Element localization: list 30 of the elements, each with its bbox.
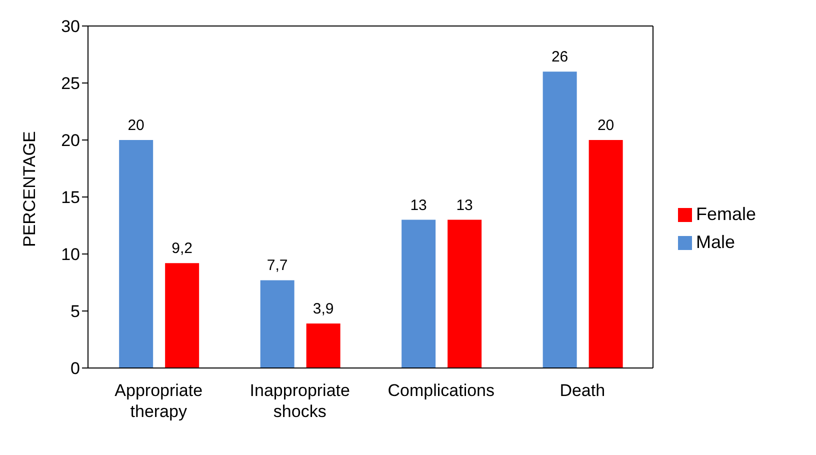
bar <box>260 280 294 368</box>
y-tick-label: 15 <box>61 188 80 208</box>
y-tick-label: 20 <box>61 131 80 150</box>
data-label: 13 <box>456 196 473 214</box>
legend-label: Female <box>696 204 756 224</box>
x-tick-label: Complications <box>388 381 495 400</box>
data-label: 26 <box>551 48 568 66</box>
bar <box>119 140 154 368</box>
legend-label: Male <box>696 232 736 252</box>
y-axis-title: PERCENTAGE <box>20 131 40 247</box>
y-tick-label: 5 <box>70 302 80 322</box>
x-tick-label: Inappropriate shocks <box>250 381 350 421</box>
data-label: 3,9 <box>312 300 334 318</box>
bar <box>588 140 623 368</box>
data-label: 20 <box>128 117 144 134</box>
data-label: 9,2 <box>172 240 193 258</box>
bar <box>306 324 340 368</box>
bar <box>448 220 482 368</box>
y-tick-label: 10 <box>61 245 80 264</box>
data-label: 7,7 <box>266 257 288 274</box>
data-label: 13 <box>410 196 427 214</box>
x-tick-label: Appropriate therapy <box>114 381 203 421</box>
bar <box>402 220 436 368</box>
bar <box>542 72 577 368</box>
x-tick-label: Death <box>560 381 606 400</box>
data-label: 20 <box>597 117 614 134</box>
bar <box>165 263 200 368</box>
y-tick-label: 25 <box>61 74 80 94</box>
y-tick-label: 0 <box>70 359 80 378</box>
y-tick-label: 30 <box>61 17 80 36</box>
